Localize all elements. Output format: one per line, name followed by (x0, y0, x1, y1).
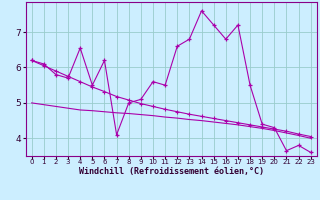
X-axis label: Windchill (Refroidissement éolien,°C): Windchill (Refroidissement éolien,°C) (79, 167, 264, 176)
